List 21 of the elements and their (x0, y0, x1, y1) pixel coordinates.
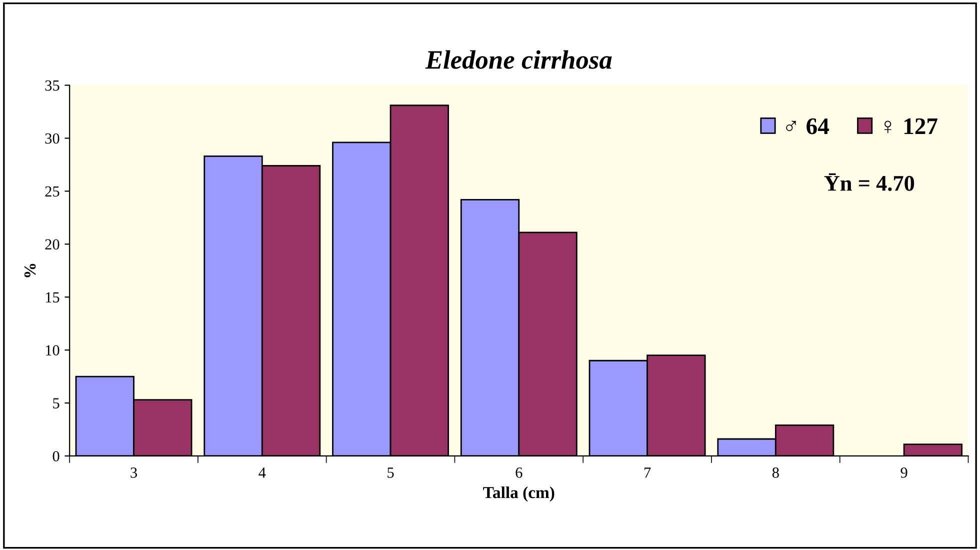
x-tick-label: 8 (772, 468, 779, 478)
y-tick-label: 10 (46, 345, 60, 356)
y-tick-label: 25 (45, 186, 60, 197)
x-tick-label: 6 (516, 468, 522, 478)
legend-label: ♀ 127 (884, 118, 938, 134)
y-tick-label: 20 (45, 239, 60, 250)
x-axis-title: Talla (cm) (483, 486, 554, 502)
chart-title: Eledone cirrhosa (425, 50, 612, 69)
legend-label: ♂ 64 (786, 118, 829, 134)
x-tick-label: 4 (258, 468, 266, 478)
y-tick-label: 0 (52, 451, 60, 462)
y-axis-title: % (24, 264, 36, 278)
y-tick-label: 15 (46, 292, 60, 303)
y-tick-label: 35 (45, 80, 60, 91)
x-tick-label: 9 (900, 468, 908, 478)
annotation: Ȳn = 4.70 (824, 173, 914, 191)
y-tick-label: 30 (45, 133, 60, 144)
x-tick-label: 3 (130, 468, 137, 478)
x-tick-label: 7 (644, 468, 651, 478)
x-tick-label: 5 (388, 468, 394, 478)
y-tick-label: 5 (53, 398, 60, 408)
